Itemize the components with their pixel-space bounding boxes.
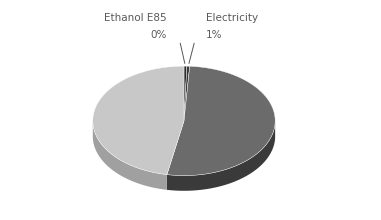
Text: Gasoline: Gasoline: [114, 105, 160, 115]
Text: 0%: 0%: [150, 31, 166, 40]
Polygon shape: [167, 123, 275, 191]
Polygon shape: [93, 66, 184, 175]
Text: Electricity: Electricity: [206, 13, 258, 23]
Polygon shape: [167, 66, 275, 176]
Text: 47%: 47%: [114, 127, 138, 137]
Text: Ethanol E85: Ethanol E85: [104, 13, 166, 23]
Text: Diesel: Diesel: [227, 105, 260, 115]
Polygon shape: [184, 66, 187, 121]
Text: 52%: 52%: [227, 127, 251, 137]
Polygon shape: [184, 66, 190, 121]
Polygon shape: [93, 123, 167, 190]
Text: 1%: 1%: [206, 31, 222, 40]
